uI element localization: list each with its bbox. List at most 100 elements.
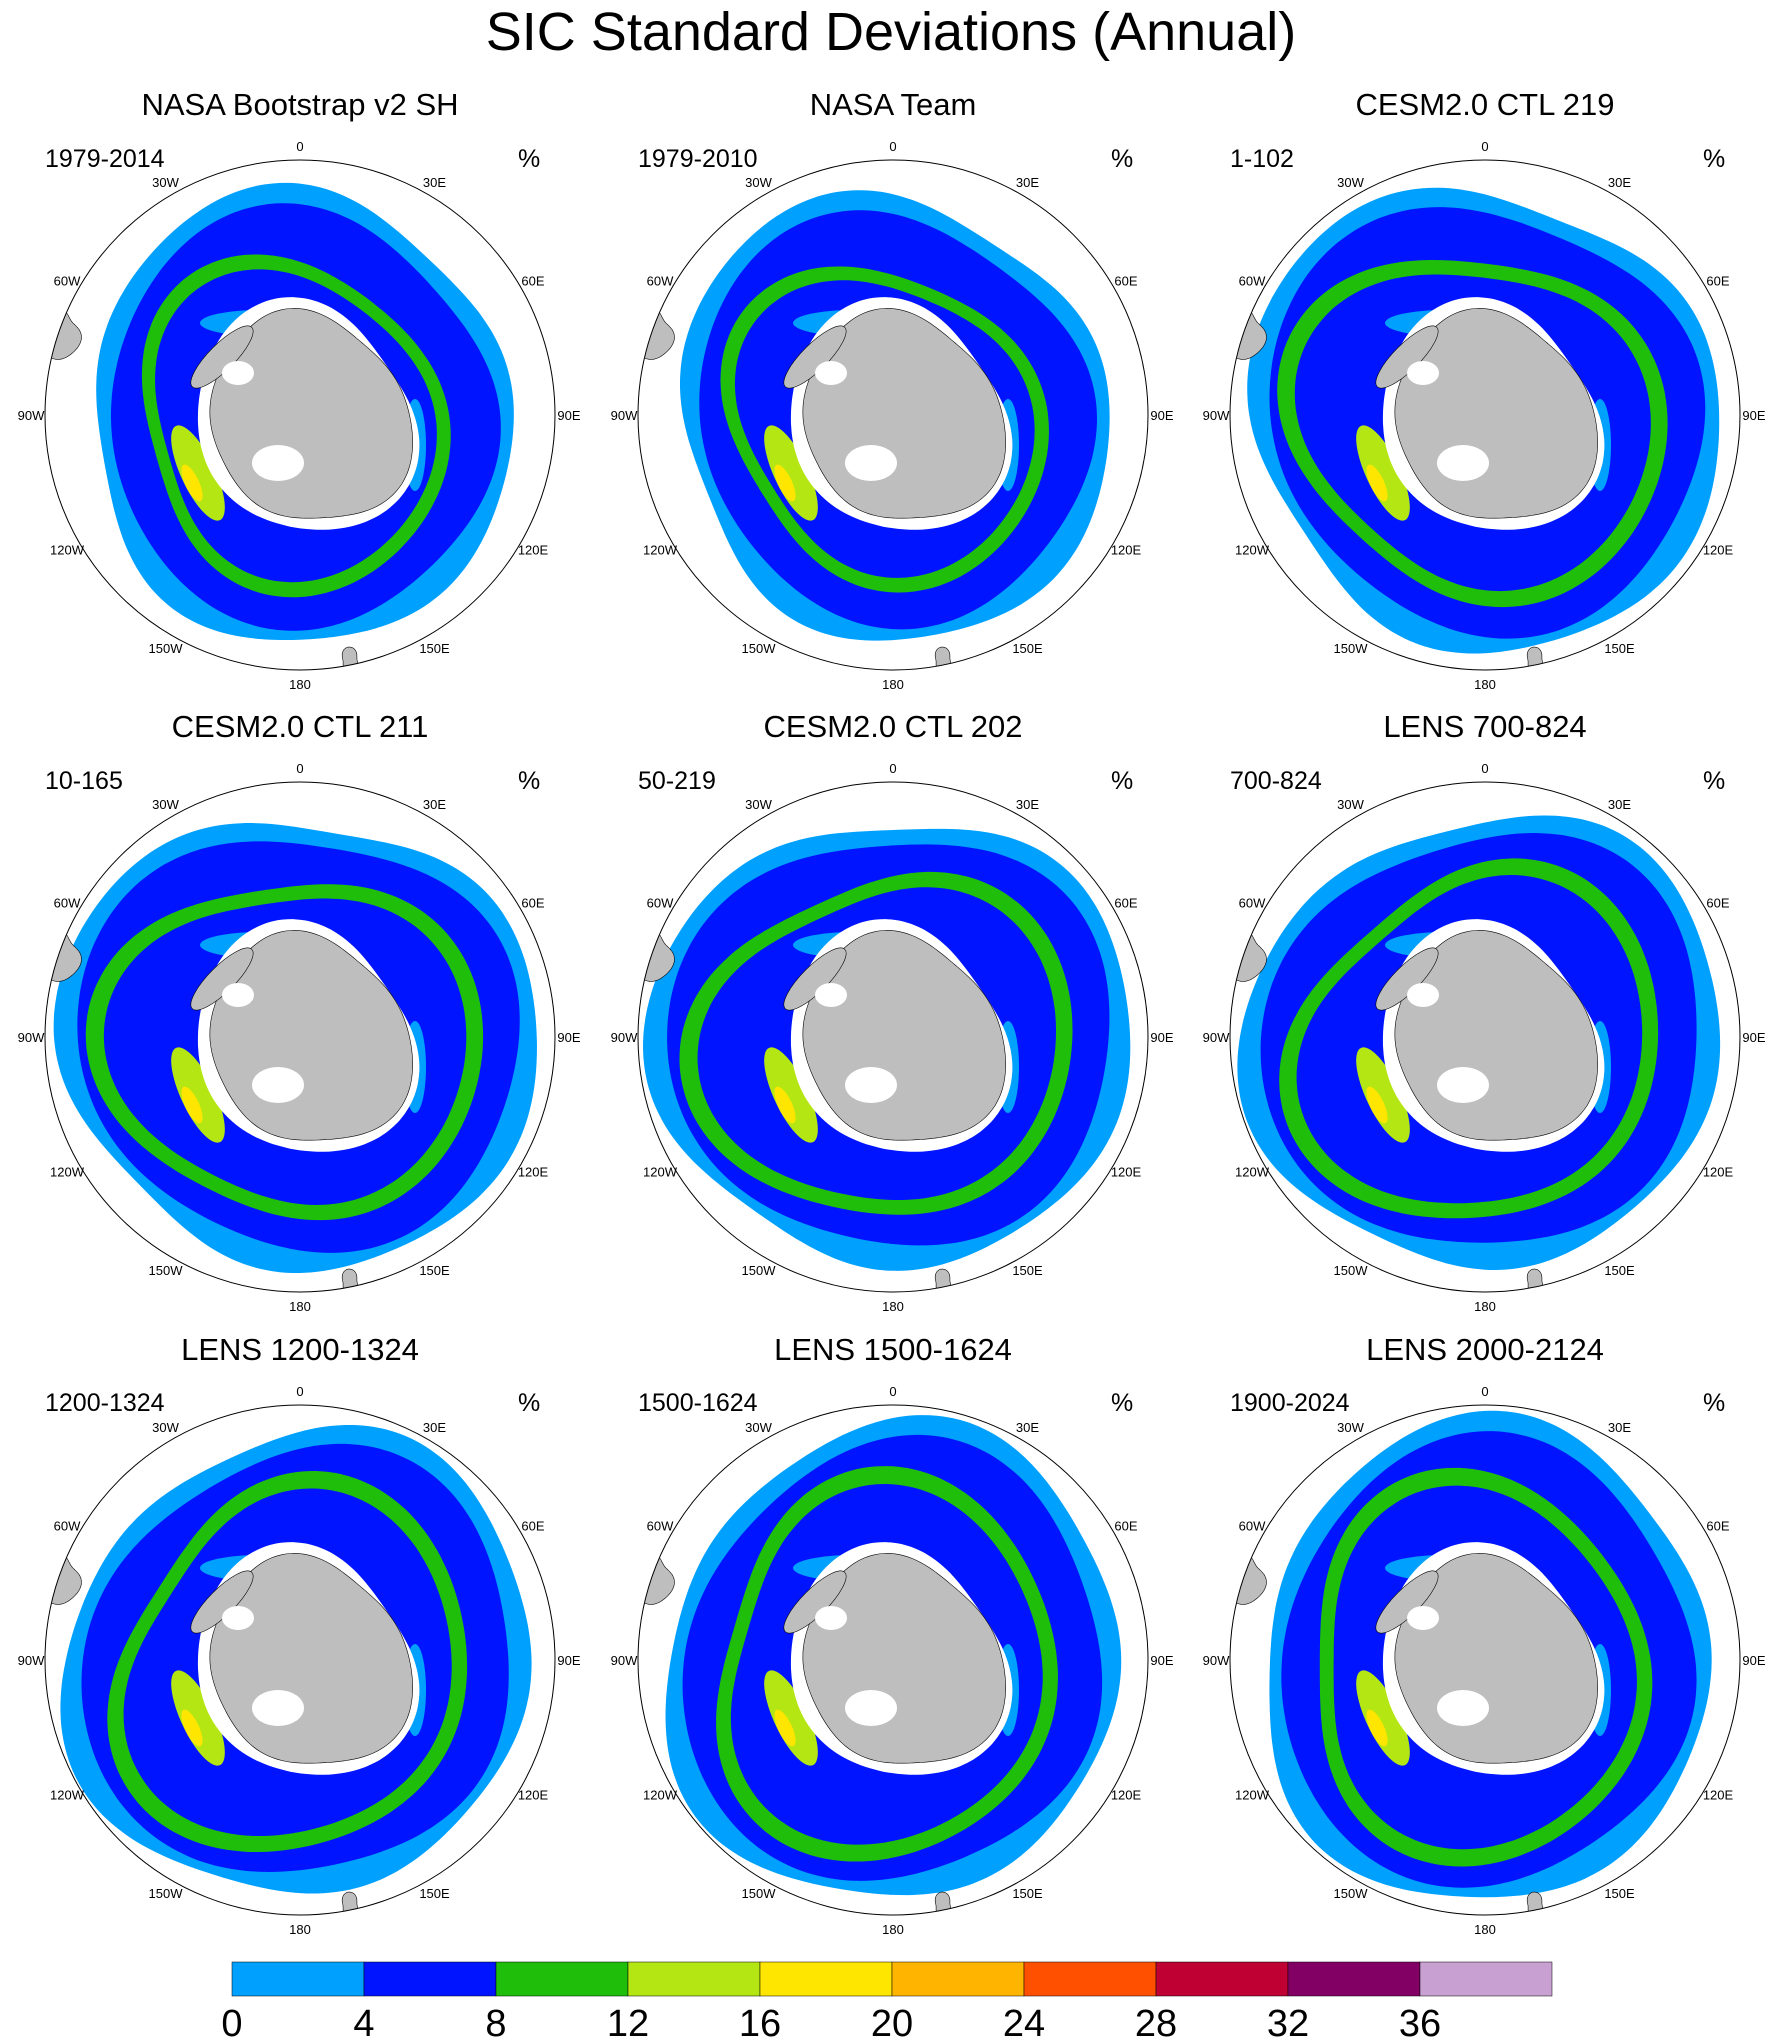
- sic-band-16-20: [181, 464, 203, 502]
- longitude-label: 150E: [419, 641, 450, 656]
- longitude-label: 180: [1474, 1922, 1496, 1937]
- new-zealand-tip: [1526, 646, 1544, 670]
- south-america-tip: [638, 303, 675, 360]
- new-zealand-tip: [1526, 1891, 1544, 1915]
- panel-unit: %: [518, 145, 540, 173]
- sic-band-12-16: [171, 1670, 225, 1766]
- longitude-label: 150E: [419, 1263, 450, 1278]
- ross-ice-shelf: [845, 1067, 897, 1103]
- longitude-label: 60W: [54, 896, 81, 911]
- longitude-label: 90W: [1203, 1030, 1230, 1045]
- sic-band-12-16: [1356, 1047, 1410, 1143]
- longitude-label: 180: [882, 677, 904, 692]
- longitude-label: 60W: [54, 274, 81, 289]
- longitude-label: 60W: [54, 1519, 81, 1534]
- map-frame: [1229, 781, 1741, 1293]
- colorbar-tick-label: 8: [485, 2003, 506, 2043]
- new-zealand-tip: [1526, 1268, 1544, 1292]
- longitude-label: 150E: [1604, 1263, 1635, 1278]
- sic-band-16-20: [1366, 464, 1388, 502]
- panel-title: CESM2.0 CTL 202: [763, 709, 1022, 744]
- sic-band-16-20: [181, 1086, 203, 1124]
- new-zealand-tip: [341, 1268, 359, 1292]
- panel-period: 1200-1324: [45, 1389, 165, 1417]
- colorbar-tick-label: 20: [871, 2003, 913, 2043]
- longitude-label: 120E: [1111, 1165, 1142, 1180]
- longitude-label: 120W: [1235, 543, 1270, 558]
- longitude-label: 90W: [1203, 408, 1230, 423]
- new-zealand-tip: [934, 1268, 952, 1292]
- longitude-label: 150W: [149, 1886, 184, 1901]
- south-america-tip: [45, 1548, 82, 1605]
- ross-ice-shelf: [1437, 1690, 1489, 1726]
- weddell-ice-shelf: [1407, 983, 1439, 1007]
- longitude-label: 90E: [1742, 1030, 1765, 1045]
- longitude-label: 30W: [745, 1420, 772, 1435]
- panel-unit: %: [1703, 1389, 1725, 1417]
- longitude-label: 60E: [1114, 1519, 1137, 1534]
- new-zealand-tip: [341, 1891, 359, 1915]
- panel-unit: %: [1111, 145, 1133, 173]
- south-america-tip: [45, 303, 82, 360]
- longitude-label: 0: [1481, 1384, 1488, 1399]
- sic-band-12-16: [171, 425, 225, 521]
- colorbar-swatch: [231, 1961, 365, 1997]
- longitude-label: 90W: [1203, 1653, 1230, 1668]
- colorbar-swatch: [363, 1961, 497, 1997]
- longitude-label: 30W: [152, 1420, 179, 1435]
- longitude-label: 60E: [1706, 1519, 1729, 1534]
- longitude-label: 30W: [1337, 797, 1364, 812]
- colorbar-tick-label: 4: [353, 2003, 374, 2043]
- longitude-label: 120W: [50, 1788, 85, 1803]
- longitude-label: 90E: [1742, 408, 1765, 423]
- longitude-label: 120E: [1703, 543, 1734, 558]
- map-frame: [637, 781, 1149, 1293]
- longitude-label: 120E: [518, 1788, 549, 1803]
- panel-unit: %: [518, 1389, 540, 1417]
- longitude-label: 30W: [152, 175, 179, 190]
- map-panel: LENS 700-824 700-824 % 0 30E 60E 90E 120E 150E 18…: [1203, 709, 1766, 1314]
- longitude-label: 60W: [647, 1519, 674, 1534]
- colorbar-swatch: [1023, 1961, 1157, 1997]
- longitude-label: 0: [1481, 761, 1488, 776]
- map-frame: [44, 159, 556, 671]
- colorbar-tick-label: 32: [1267, 2003, 1309, 2043]
- map-frame: [44, 1404, 556, 1916]
- map-panel: CESM2.0 CTL 202 50-219 % 0 30E 60E 90E 120E 150E…: [611, 709, 1174, 1314]
- longitude-label: 30E: [423, 797, 446, 812]
- longitude-label: 30E: [423, 1420, 446, 1435]
- longitude-label: 90W: [18, 408, 45, 423]
- longitude-label: 180: [289, 1922, 311, 1937]
- longitude-label: 60E: [1114, 896, 1137, 911]
- panel-unit: %: [1111, 1389, 1133, 1417]
- longitude-label: 90W: [611, 1653, 638, 1668]
- longitude-label: 30W: [1337, 1420, 1364, 1435]
- map-frame: [637, 1404, 1149, 1916]
- ross-ice-shelf: [1437, 445, 1489, 481]
- longitude-label: 150W: [149, 641, 184, 656]
- longitude-label: 90W: [611, 408, 638, 423]
- sic-band-12-16: [1356, 1670, 1410, 1766]
- longitude-label: 30W: [745, 797, 772, 812]
- longitude-label: 120W: [50, 543, 85, 558]
- panel-title: CESM2.0 CTL 211: [172, 709, 429, 744]
- longitude-label: 60W: [647, 896, 674, 911]
- longitude-label: 150W: [149, 1263, 184, 1278]
- longitude-label: 90E: [1150, 1653, 1173, 1668]
- colorbar-swatch: [1155, 1961, 1289, 1997]
- weddell-ice-shelf: [1407, 1606, 1439, 1630]
- weddell-ice-shelf: [222, 1606, 254, 1630]
- weddell-ice-shelf: [1407, 361, 1439, 385]
- panel-unit: %: [518, 767, 540, 795]
- longitude-label: 30E: [1016, 797, 1039, 812]
- panel-title: LENS 1200-1324: [181, 1332, 419, 1367]
- sic-band-12-16: [764, 425, 818, 521]
- longitude-label: 120W: [643, 1788, 678, 1803]
- sic-band-16-20: [1366, 1086, 1388, 1124]
- colorbar-tick-label: 28: [1135, 2003, 1177, 2043]
- longitude-label: 150W: [742, 1886, 777, 1901]
- longitude-label: 60E: [1706, 274, 1729, 289]
- weddell-ice-shelf: [815, 361, 847, 385]
- new-zealand-tip: [341, 646, 359, 670]
- longitude-label: 150E: [1012, 1263, 1043, 1278]
